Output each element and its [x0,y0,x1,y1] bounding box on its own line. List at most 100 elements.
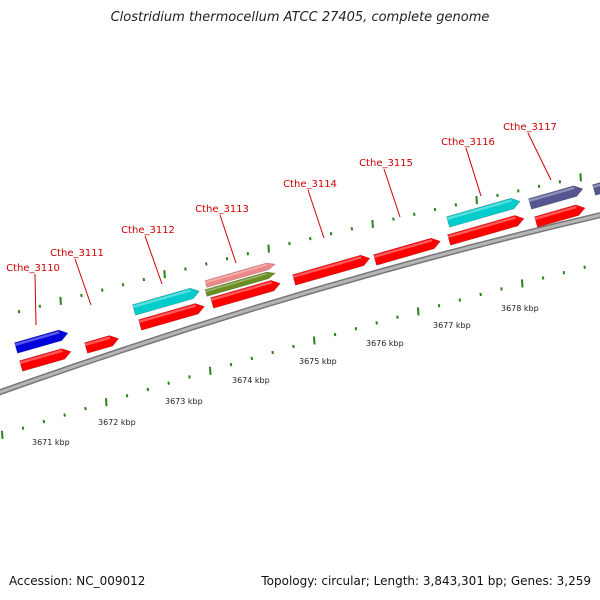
tick-mark [209,366,212,375]
tick-mark [437,304,441,308]
scale-tick-label: 3671 kbp [32,438,70,447]
tick-mark [371,219,374,228]
accession-label: Accession: NC_009012 [9,574,146,588]
tick-mark [479,292,482,297]
tick-mark [246,251,250,256]
tick-mark [517,189,520,193]
scale-tick-label: 3673 kbp [165,397,203,406]
tick-mark [84,406,87,411]
tick-mark [80,293,83,298]
inner-tick-ring [1,265,586,439]
feature-purple [592,179,600,196]
gene-leader-line [527,132,552,181]
feature-blue [14,329,69,354]
gene-label: Cthe_3113 [195,204,249,215]
tick-mark [288,241,291,246]
gene-leader-line [34,273,37,326]
gene-leader-line [307,189,325,239]
tick-mark [17,310,21,314]
scale-label-layer: 3671 kbp 3672 kbp 3673 kbp 3674 kbp 3675 kbp… [32,304,539,447]
tick-mark [475,196,478,205]
tick-mark [583,265,586,269]
tick-mark [225,257,229,261]
feature-purple [528,185,584,210]
gene-label-layer: Cthe_3110 Cthe_3111 Cthe_3112 Cthe_3113 Cthe… [6,122,557,326]
tick-mark [329,232,333,236]
scale-tick-label: 3677 kbp [433,321,471,330]
tick-mark [309,236,312,241]
tick-mark [250,356,254,361]
feature-layer [14,179,600,372]
tick-mark [433,207,437,212]
gene-label: Cthe_3112 [121,225,175,236]
gene-label: Cthe_3111 [50,248,104,259]
tick-mark [184,267,187,271]
cds-arrow [138,303,205,331]
tick-mark [38,304,42,308]
genome-summary: Topology: circular; Length: 3,843,301 bp… [261,574,591,588]
tick-mark [562,270,566,275]
tick-mark [313,336,316,345]
tick-mark [1,430,4,439]
scale-tick-label: 3675 kbp [299,357,337,366]
tick-mark [205,262,208,266]
gene-label: Cthe_3116 [441,137,495,148]
tick-mark [521,279,524,288]
tick-mark [454,203,458,207]
tick-mark [558,180,562,184]
tick-mark [59,296,62,305]
tick-mark [42,419,46,424]
tick-mark [271,350,274,355]
feature-pink [204,262,276,288]
gene-leader-line [219,214,237,264]
gene-label: Cthe_3115 [359,158,413,169]
tick-mark [292,344,295,349]
tick-mark [392,217,395,221]
gene-leader-line [144,235,163,285]
gene-label: Cthe_3114 [283,179,337,190]
tick-mark [333,332,337,337]
cds-arrow [210,280,281,309]
tick-mark [537,184,541,188]
tick-mark [579,173,582,182]
feature-cyan [446,197,521,228]
tick-mark [354,327,358,331]
outer-tick-ring [17,173,582,314]
gene-leader-line [383,168,401,218]
gene-leader-line [465,147,482,197]
tick-mark [21,426,25,430]
tick-mark [146,387,150,392]
tick-mark [105,398,108,407]
scale-tick-label: 3678 kbp [501,304,539,313]
map-title: Clostridium thermocellum ATCC 27405, com… [110,10,490,25]
tick-mark [267,244,270,253]
tick-mark [496,193,499,198]
tick-mark [101,288,104,292]
gene-label: Cthe_3110 [6,263,60,274]
cds-arrow [447,215,525,246]
scale-tick-label: 3674 kbp [232,376,270,385]
scale-tick-label: 3676 kbp [366,339,404,348]
tick-mark [350,227,354,231]
tick-mark [229,362,233,367]
tick-mark [413,212,416,216]
cds-arrow [84,335,120,354]
gene-leader-line [74,258,92,306]
cds-arrow [292,254,371,286]
tick-mark [142,277,146,282]
gene-label: Cthe_3117 [503,122,557,133]
cds-arrow [534,204,586,228]
tick-mark [417,307,420,316]
cds-arrow [19,348,72,372]
feature-olive [204,271,276,297]
scale-tick-label: 3672 kbp [98,418,136,427]
cds-arrow [373,237,441,266]
tick-mark [63,413,66,417]
tick-mark [541,276,545,280]
tick-mark [188,375,191,379]
tick-mark [375,321,378,325]
tick-mark [121,283,125,287]
tick-mark [500,287,503,291]
backbone-line [0,213,600,394]
